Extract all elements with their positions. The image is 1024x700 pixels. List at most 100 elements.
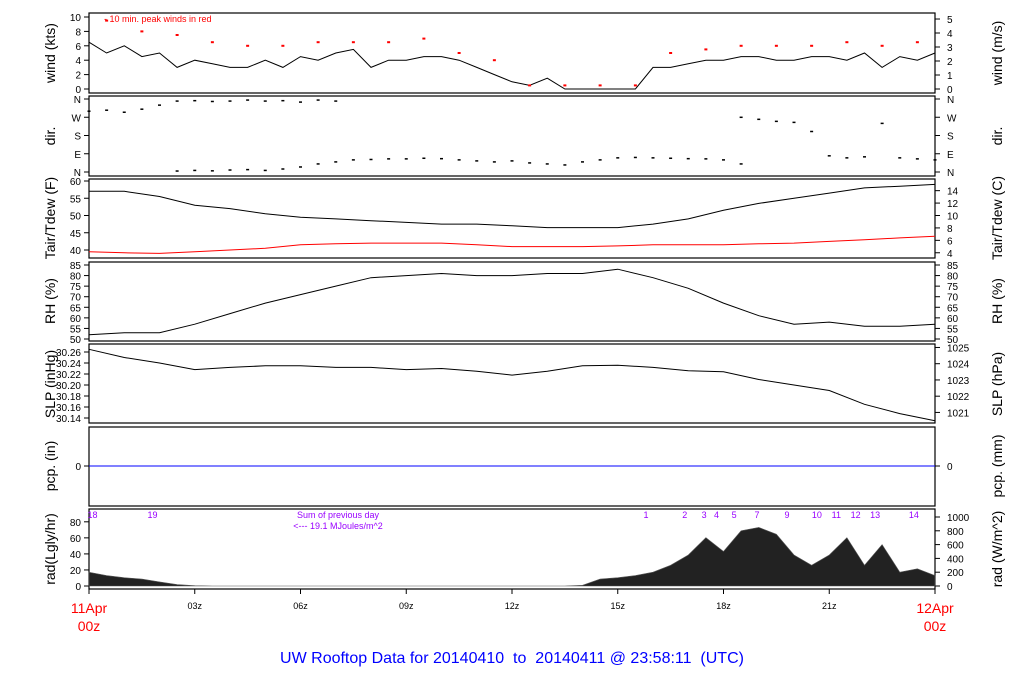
dir-point [299,101,302,103]
wind-series [88,41,936,90]
x-tick-label: 09z [399,601,414,611]
x-start-date: 11Apr [71,600,108,616]
dir-point [774,120,778,123]
rad-ylabel: rad(Lgly/hr) [42,513,58,585]
rad-hour-label: 2 [682,510,687,520]
peak-wind-mark [387,41,391,44]
slp-series [88,348,936,422]
dir-point [915,158,919,160]
peak-wind-mark [598,84,602,87]
dir-point [669,157,673,160]
dir-right-tick-label: E [947,150,954,161]
peak-wind-mark [281,44,285,47]
dir-point [334,100,338,102]
rad-hour-label: 18 [88,510,98,520]
dir-point [246,99,250,101]
pcp-ylabel-right: pcp. (mm) [989,435,1005,498]
x-tick-label: 15z [610,601,625,611]
wind-right-tick-label: 1 [947,71,953,82]
rad-left-tick-label: 40 [70,550,82,561]
tdew-series [88,235,936,254]
dir-point [246,168,250,171]
dir-point [263,100,267,102]
dir-point [404,158,408,160]
rh-right-tick-label: 60 [947,314,959,325]
rh-left-tick-label: 80 [70,272,82,283]
wind-right-tick-label: 3 [947,43,953,54]
rad-left-tick-label: 20 [70,566,82,577]
peak-wind-mark [422,37,426,40]
peak-wind-mark [845,41,849,44]
dir-point [334,161,338,163]
dir-point [528,162,532,164]
dir-point [281,99,285,102]
rh-panel-frame [88,261,936,342]
rh-left-tick-label: 50 [70,335,82,346]
wind-right-tick-label: 0 [947,85,953,96]
dir-right-tick-label: W [947,113,957,124]
slp-panel-frame [88,343,936,424]
rh-left-tick-label: 55 [70,324,82,335]
rad-hour-label: 1 [643,510,648,520]
rad-hour-label: 9 [784,510,789,520]
temp-left-tick-label: 45 [70,229,82,240]
dir-point [87,110,91,112]
rad-right-tick-label: 800 [947,527,964,538]
temp-left-tick-label: 55 [70,194,82,205]
rh-right-tick-label: 70 [947,293,959,304]
temp-left-tick-label: 40 [70,246,82,257]
rh-right-tick-label: 65 [947,303,959,314]
wind-right-tick-label: 4 [947,29,953,40]
dir-point [316,99,320,101]
rad-hour-label: 4 [714,510,719,520]
slp-left-tick-label: 30.16 [56,403,81,414]
dir-point [581,161,584,163]
peak-wind-mark [915,41,919,44]
temp-ylabel: Tair/Tdew (F) [42,177,58,259]
rad-hour-label: 10 [812,510,822,520]
peak-wind-mark [492,59,496,62]
peak-wind-mark [810,44,814,47]
rh-ylabel-right: RH (%) [989,278,1005,324]
dir-point [228,169,232,171]
slp-left-tick-label: 30.14 [56,414,81,425]
rad-sum-label: Sum of previous day [297,510,380,520]
wind-ylabel-right: wind (m/s) [989,21,1005,87]
dir-point [175,170,179,172]
dir-point [440,157,443,160]
peak-wind-mark [563,84,567,87]
dir-point [140,108,144,110]
slp-right-tick-label: 1022 [947,392,970,403]
rad-right-tick-label: 400 [947,554,964,565]
peak-wind-mark [669,52,673,54]
rad-ylabel-right: rad (W/m^2) [989,511,1005,588]
slp-right-tick-label: 1021 [947,408,970,419]
slp-left-tick-label: 30.26 [56,348,81,359]
rh-left-tick-label: 65 [70,303,82,314]
dir-point [475,160,479,162]
dir-point [510,160,514,162]
temp-panel-frame [88,178,936,259]
x-end-time: 00z [924,618,947,634]
rh-left-tick-label: 60 [70,314,82,325]
dir-point [792,121,796,124]
peak-wind-mark [774,44,778,47]
rh-right-tick-label: 55 [947,324,959,335]
dir-point [598,159,602,161]
wind-left-tick-label: 10 [70,13,82,24]
rad-left-tick-label: 80 [70,518,82,529]
dir-point [299,166,302,168]
dir-point [281,168,285,170]
peak-wind-mark [316,41,320,44]
wind-panel-frame [88,12,936,94]
pcp-right-tick-label: 0 [947,462,953,473]
dir-panel-frame [88,95,936,177]
temp-right-tick-label: 6 [947,236,953,247]
rad-hour-label: 19 [147,510,157,520]
temp-left-tick-label: 50 [70,212,82,223]
slp-left-tick-label: 30.18 [56,392,81,403]
rad-left-tick-label: 60 [70,534,82,545]
dir-point [387,158,391,160]
peak-wind-mark [457,52,461,54]
x-tick-label: 18z [716,601,731,611]
